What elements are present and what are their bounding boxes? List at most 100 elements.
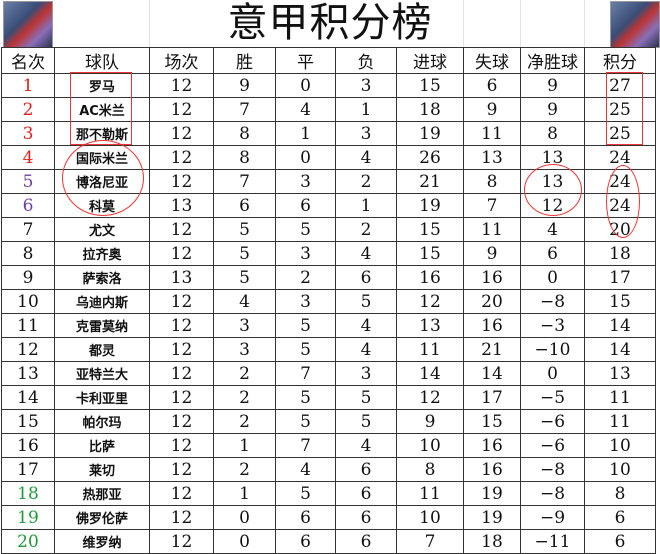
wins-cell: 2 bbox=[213, 457, 276, 482]
column-header: 净胜球 bbox=[520, 47, 585, 74]
draws-cell: 5 bbox=[275, 313, 336, 338]
goals-against-cell: 9 bbox=[463, 241, 521, 266]
rank-cell: 16 bbox=[1, 433, 55, 458]
points-cell: 11 bbox=[584, 385, 656, 410]
draws-cell: 4 bbox=[275, 97, 336, 122]
goals-against-cell: 9 bbox=[463, 97, 521, 122]
losses-cell: 1 bbox=[335, 97, 397, 122]
column-header: 名次 bbox=[1, 47, 55, 74]
points-cell: 14 bbox=[584, 337, 656, 362]
goals-for-cell: 26 bbox=[396, 145, 464, 170]
losses-cell: 6 bbox=[335, 481, 397, 506]
goal-diff-cell: 9 bbox=[520, 97, 585, 122]
losses-cell: 4 bbox=[335, 241, 397, 266]
goals-against-cell: 19 bbox=[463, 505, 521, 530]
draws-cell: 3 bbox=[275, 169, 336, 194]
losses-cell: 6 bbox=[335, 265, 397, 290]
goal-diff-cell: −6 bbox=[520, 409, 585, 434]
column-header: 平 bbox=[275, 47, 336, 74]
table-row: 2 AC米兰 12 7 4 1 18 9 9 25 bbox=[1, 97, 656, 122]
losses-cell: 2 bbox=[335, 169, 397, 194]
draws-cell: 2 bbox=[275, 265, 336, 290]
divider bbox=[463, 0, 464, 47]
points-cell: 8 bbox=[584, 481, 656, 506]
table-row: 8 拉齐奥 12 5 3 4 15 9 6 18 bbox=[1, 241, 656, 266]
goal-diff-cell: −9 bbox=[520, 505, 585, 530]
header-row: 名次 球队 场次胜平负进球 失球 净胜球 积分 bbox=[1, 47, 656, 74]
draws-cell: 6 bbox=[275, 529, 336, 554]
played-cell: 12 bbox=[149, 337, 214, 362]
points-cell: 17 bbox=[584, 265, 656, 290]
goals-against-cell: 15 bbox=[463, 409, 521, 434]
table-row: 5 博洛尼亚 12 7 3 2 21 8 13 24 bbox=[1, 169, 656, 194]
wins-cell: 2 bbox=[213, 409, 276, 434]
wins-cell: 9 bbox=[213, 73, 276, 98]
goal-diff-cell: 12 bbox=[520, 193, 585, 218]
wins-cell: 0 bbox=[213, 505, 276, 530]
rank-cell: 19 bbox=[1, 505, 55, 530]
losses-cell: 2 bbox=[335, 217, 397, 242]
goals-for-cell: 11 bbox=[396, 481, 464, 506]
goals-for-cell: 15 bbox=[396, 73, 464, 98]
points-cell: 24 bbox=[584, 169, 656, 194]
losses-cell: 4 bbox=[335, 313, 397, 338]
rank-cell: 12 bbox=[1, 337, 55, 362]
goal-diff-cell: −8 bbox=[520, 457, 585, 482]
rank-cell: 5 bbox=[1, 169, 55, 194]
wins-cell: 4 bbox=[213, 289, 276, 314]
draws-cell: 5 bbox=[275, 409, 336, 434]
goals-against-cell: 18 bbox=[463, 529, 521, 554]
rank-cell: 7 bbox=[1, 217, 55, 242]
goal-diff-cell: −6 bbox=[520, 433, 585, 458]
losses-cell: 3 bbox=[335, 121, 397, 146]
goals-for-cell: 15 bbox=[396, 241, 464, 266]
rank-cell: 18 bbox=[1, 481, 55, 506]
points-cell: 13 bbox=[584, 361, 656, 386]
goals-against-cell: 11 bbox=[463, 121, 521, 146]
goals-for-cell: 21 bbox=[396, 169, 464, 194]
losses-cell: 5 bbox=[335, 385, 397, 410]
goal-diff-cell: 4 bbox=[520, 217, 585, 242]
goal-diff-cell: −8 bbox=[520, 289, 585, 314]
played-cell: 12 bbox=[149, 217, 214, 242]
goal-diff-cell: 9 bbox=[520, 73, 585, 98]
wins-cell: 0 bbox=[213, 529, 276, 554]
standings-table: 名次 球队 场次胜平负进球 失球 净胜球 积分 1 罗马 12 9 0 3 15 6 9 27 2 AC米兰 12… bbox=[1, 47, 656, 554]
goals-for-cell: 8 bbox=[396, 457, 464, 482]
title-banner: 意甲积分榜 bbox=[0, 0, 660, 48]
rank-cell: 8 bbox=[1, 241, 55, 266]
wins-cell: 8 bbox=[213, 121, 276, 146]
draws-cell: 5 bbox=[275, 337, 336, 362]
goals-for-cell: 13 bbox=[396, 313, 464, 338]
team-cell: 都灵 bbox=[54, 337, 150, 362]
table-row: 16 比萨 12 1 7 4 10 16 −6 10 bbox=[1, 433, 656, 458]
draws-cell: 3 bbox=[275, 289, 336, 314]
table-row: 17 莱切 12 2 4 6 8 16 −8 10 bbox=[1, 457, 656, 482]
goal-diff-cell: 0 bbox=[520, 361, 585, 386]
draws-cell: 0 bbox=[275, 73, 336, 98]
team-cell: AC米兰 bbox=[54, 97, 150, 122]
table-row: 3 那不勒斯 12 8 1 3 19 11 8 25 bbox=[1, 121, 656, 146]
goals-against-cell: 20 bbox=[463, 289, 521, 314]
points-cell: 10 bbox=[584, 457, 656, 482]
played-cell: 12 bbox=[149, 169, 214, 194]
team-cell: 莱切 bbox=[54, 457, 150, 482]
rank-cell: 1 bbox=[1, 73, 55, 98]
played-cell: 12 bbox=[149, 145, 214, 170]
goal-diff-cell: 6 bbox=[520, 241, 585, 266]
goals-against-cell: 16 bbox=[463, 265, 521, 290]
divider bbox=[520, 0, 521, 47]
draws-cell: 5 bbox=[275, 217, 336, 242]
goals-against-cell: 11 bbox=[463, 217, 521, 242]
wins-cell: 6 bbox=[213, 193, 276, 218]
points-cell: 24 bbox=[584, 145, 656, 170]
goals-against-cell: 13 bbox=[463, 145, 521, 170]
rank-cell: 13 bbox=[1, 361, 55, 386]
column-header: 进球 bbox=[396, 47, 464, 74]
played-cell: 12 bbox=[149, 97, 214, 122]
played-cell: 12 bbox=[149, 457, 214, 482]
goals-against-cell: 7 bbox=[463, 193, 521, 218]
goals-for-cell: 16 bbox=[396, 265, 464, 290]
table-row: 7 尤文 12 5 5 2 15 11 4 20 bbox=[1, 217, 656, 242]
table-row: 13 亚特兰大 12 2 7 3 14 14 0 13 bbox=[1, 361, 656, 386]
